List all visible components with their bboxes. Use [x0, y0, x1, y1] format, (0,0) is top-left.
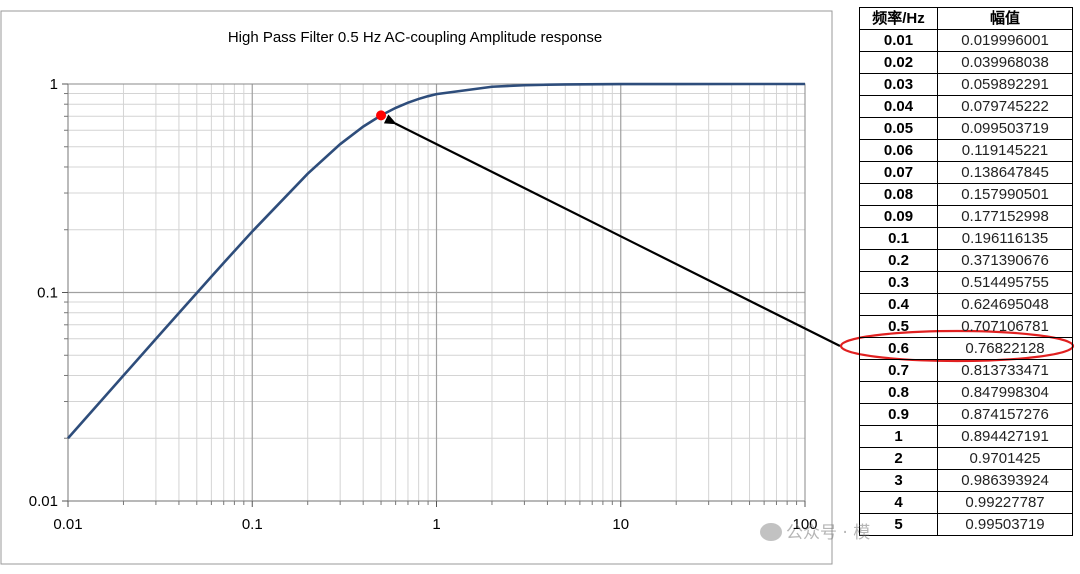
- cell-amplitude: 0.138647845: [937, 161, 1073, 184]
- chart-border: [0, 10, 833, 565]
- cell-amplitude: 0.707106781: [937, 315, 1073, 338]
- cell-frequency: 1: [859, 425, 938, 448]
- table-row: 4 0.99227787: [859, 491, 1073, 514]
- table-row: 0.1 0.196116135: [859, 227, 1073, 250]
- cell-frequency: 0.02: [859, 51, 938, 74]
- cell-amplitude: 0.119145221: [937, 139, 1073, 162]
- cell-amplitude: 0.514495755: [937, 271, 1073, 294]
- table-row: 0.04 0.079745222: [859, 95, 1073, 118]
- pointer-arrow: [383, 114, 841, 347]
- table-row: 0.01 0.019996001: [859, 29, 1073, 52]
- cell-frequency: 0.04: [859, 95, 938, 118]
- table-row: 1 0.894427191: [859, 425, 1073, 448]
- table-row: 0.8 0.847998304: [859, 381, 1073, 404]
- cell-frequency: 0.1: [859, 227, 938, 250]
- cell-frequency: 0.5: [859, 315, 938, 338]
- header-amplitude: 幅值: [937, 7, 1073, 30]
- cell-frequency: 0.03: [859, 73, 938, 96]
- header-frequency: 频率/Hz: [859, 7, 938, 30]
- cell-amplitude: 0.177152998: [937, 205, 1073, 228]
- cell-frequency: 0.07: [859, 161, 938, 184]
- cell-frequency: 5: [859, 513, 938, 536]
- table-row: 3 0.986393924: [859, 469, 1073, 492]
- x-axis-ticks: 0.01 0.1 1 10 100: [53, 501, 818, 533]
- cell-amplitude: 0.039968038: [937, 51, 1073, 74]
- table-row: 0.7 0.813733471: [859, 359, 1073, 382]
- cell-frequency: 0.09: [859, 205, 938, 228]
- table-row: 0.5 0.707106781: [859, 315, 1073, 338]
- watermark-text: 公众号 · 模: [786, 523, 871, 543]
- x-tick-label: 0.01: [53, 516, 82, 533]
- cell-frequency: 0.2: [859, 249, 938, 272]
- cell-frequency: 0.3: [859, 271, 938, 294]
- cell-frequency: 0.8: [859, 381, 938, 404]
- x-tick-label: 0.1: [242, 516, 263, 533]
- cell-amplitude: 0.157990501: [937, 183, 1073, 206]
- frequency-amplitude-table: 频率/Hz 幅值 0.01 0.019996001 0.02 0.039968038 0…: [859, 7, 1073, 536]
- table-row: 5 0.99503719: [859, 513, 1073, 536]
- cell-amplitude: 0.76822128: [937, 337, 1073, 360]
- cell-frequency: 2: [859, 447, 938, 470]
- cell-amplitude: 0.99227787: [937, 491, 1073, 514]
- table-row: 0.2 0.371390676: [859, 249, 1073, 272]
- x-tick-label: 10: [612, 516, 629, 533]
- cell-frequency: 0.6: [859, 337, 938, 360]
- cell-frequency: 0.05: [859, 117, 938, 140]
- table-row: 0.03 0.059892291: [859, 73, 1073, 96]
- cell-frequency: 0.9: [859, 403, 938, 426]
- y-tick-label: 1: [50, 76, 58, 93]
- cell-amplitude: 0.9701425: [937, 447, 1073, 470]
- cell-amplitude: 0.019996001: [937, 29, 1073, 52]
- table-row: 2 0.9701425: [859, 447, 1073, 470]
- table-row: 0.3 0.514495755: [859, 271, 1073, 294]
- cell-amplitude: 0.847998304: [937, 381, 1073, 404]
- table-row: 0.9 0.874157276: [859, 403, 1073, 426]
- table-row: 0.6 0.76822128: [859, 337, 1073, 360]
- cell-frequency: 0.4: [859, 293, 938, 316]
- chart-title: High Pass Filter 0.5 Hz AC-coupling Ampl…: [228, 29, 602, 46]
- cell-amplitude: 0.894427191: [937, 425, 1073, 448]
- cell-amplitude: 0.079745222: [937, 95, 1073, 118]
- cell-amplitude: 0.624695048: [937, 293, 1073, 316]
- y-tick-label: 0.01: [29, 493, 58, 510]
- table-row: 0.02 0.039968038: [859, 51, 1073, 74]
- table-row: 0.05 0.099503719: [859, 117, 1073, 140]
- table-row: 0.06 0.119145221: [859, 139, 1073, 162]
- cell-amplitude: 0.986393924: [937, 469, 1073, 492]
- cell-frequency: 3: [859, 469, 938, 492]
- watermark: 公众号 · 模: [760, 518, 870, 543]
- x-tick-label: 100: [792, 516, 817, 533]
- table-row: 0.4 0.624695048: [859, 293, 1073, 316]
- table-row: 0.09 0.177152998: [859, 205, 1073, 228]
- table-header-row: 频率/Hz 幅值: [859, 7, 1073, 30]
- cell-amplitude: 0.196116135: [937, 227, 1073, 250]
- wechat-icon: [760, 523, 782, 541]
- cell-frequency: 4: [859, 491, 938, 514]
- cell-amplitude: 0.371390676: [937, 249, 1073, 272]
- y-axis-ticks: 0.01 0.1 1: [29, 76, 68, 510]
- cell-amplitude: 0.059892291: [937, 73, 1073, 96]
- y-tick-label: 0.1: [37, 285, 58, 302]
- cell-amplitude: 0.099503719: [937, 117, 1073, 140]
- x-tick-label: 1: [432, 516, 440, 533]
- table-row: 0.07 0.138647845: [859, 161, 1073, 184]
- table-row: 0.08 0.157990501: [859, 183, 1073, 206]
- cell-frequency: 0.7: [859, 359, 938, 382]
- cell-frequency: 0.01: [859, 29, 938, 52]
- cell-amplitude: 0.99503719: [937, 513, 1073, 536]
- cell-amplitude: 0.874157276: [937, 403, 1073, 426]
- highlight-point-marker: [376, 110, 387, 121]
- cell-frequency: 0.08: [859, 183, 938, 206]
- cell-frequency: 0.06: [859, 139, 938, 162]
- cell-amplitude: 0.813733471: [937, 359, 1073, 382]
